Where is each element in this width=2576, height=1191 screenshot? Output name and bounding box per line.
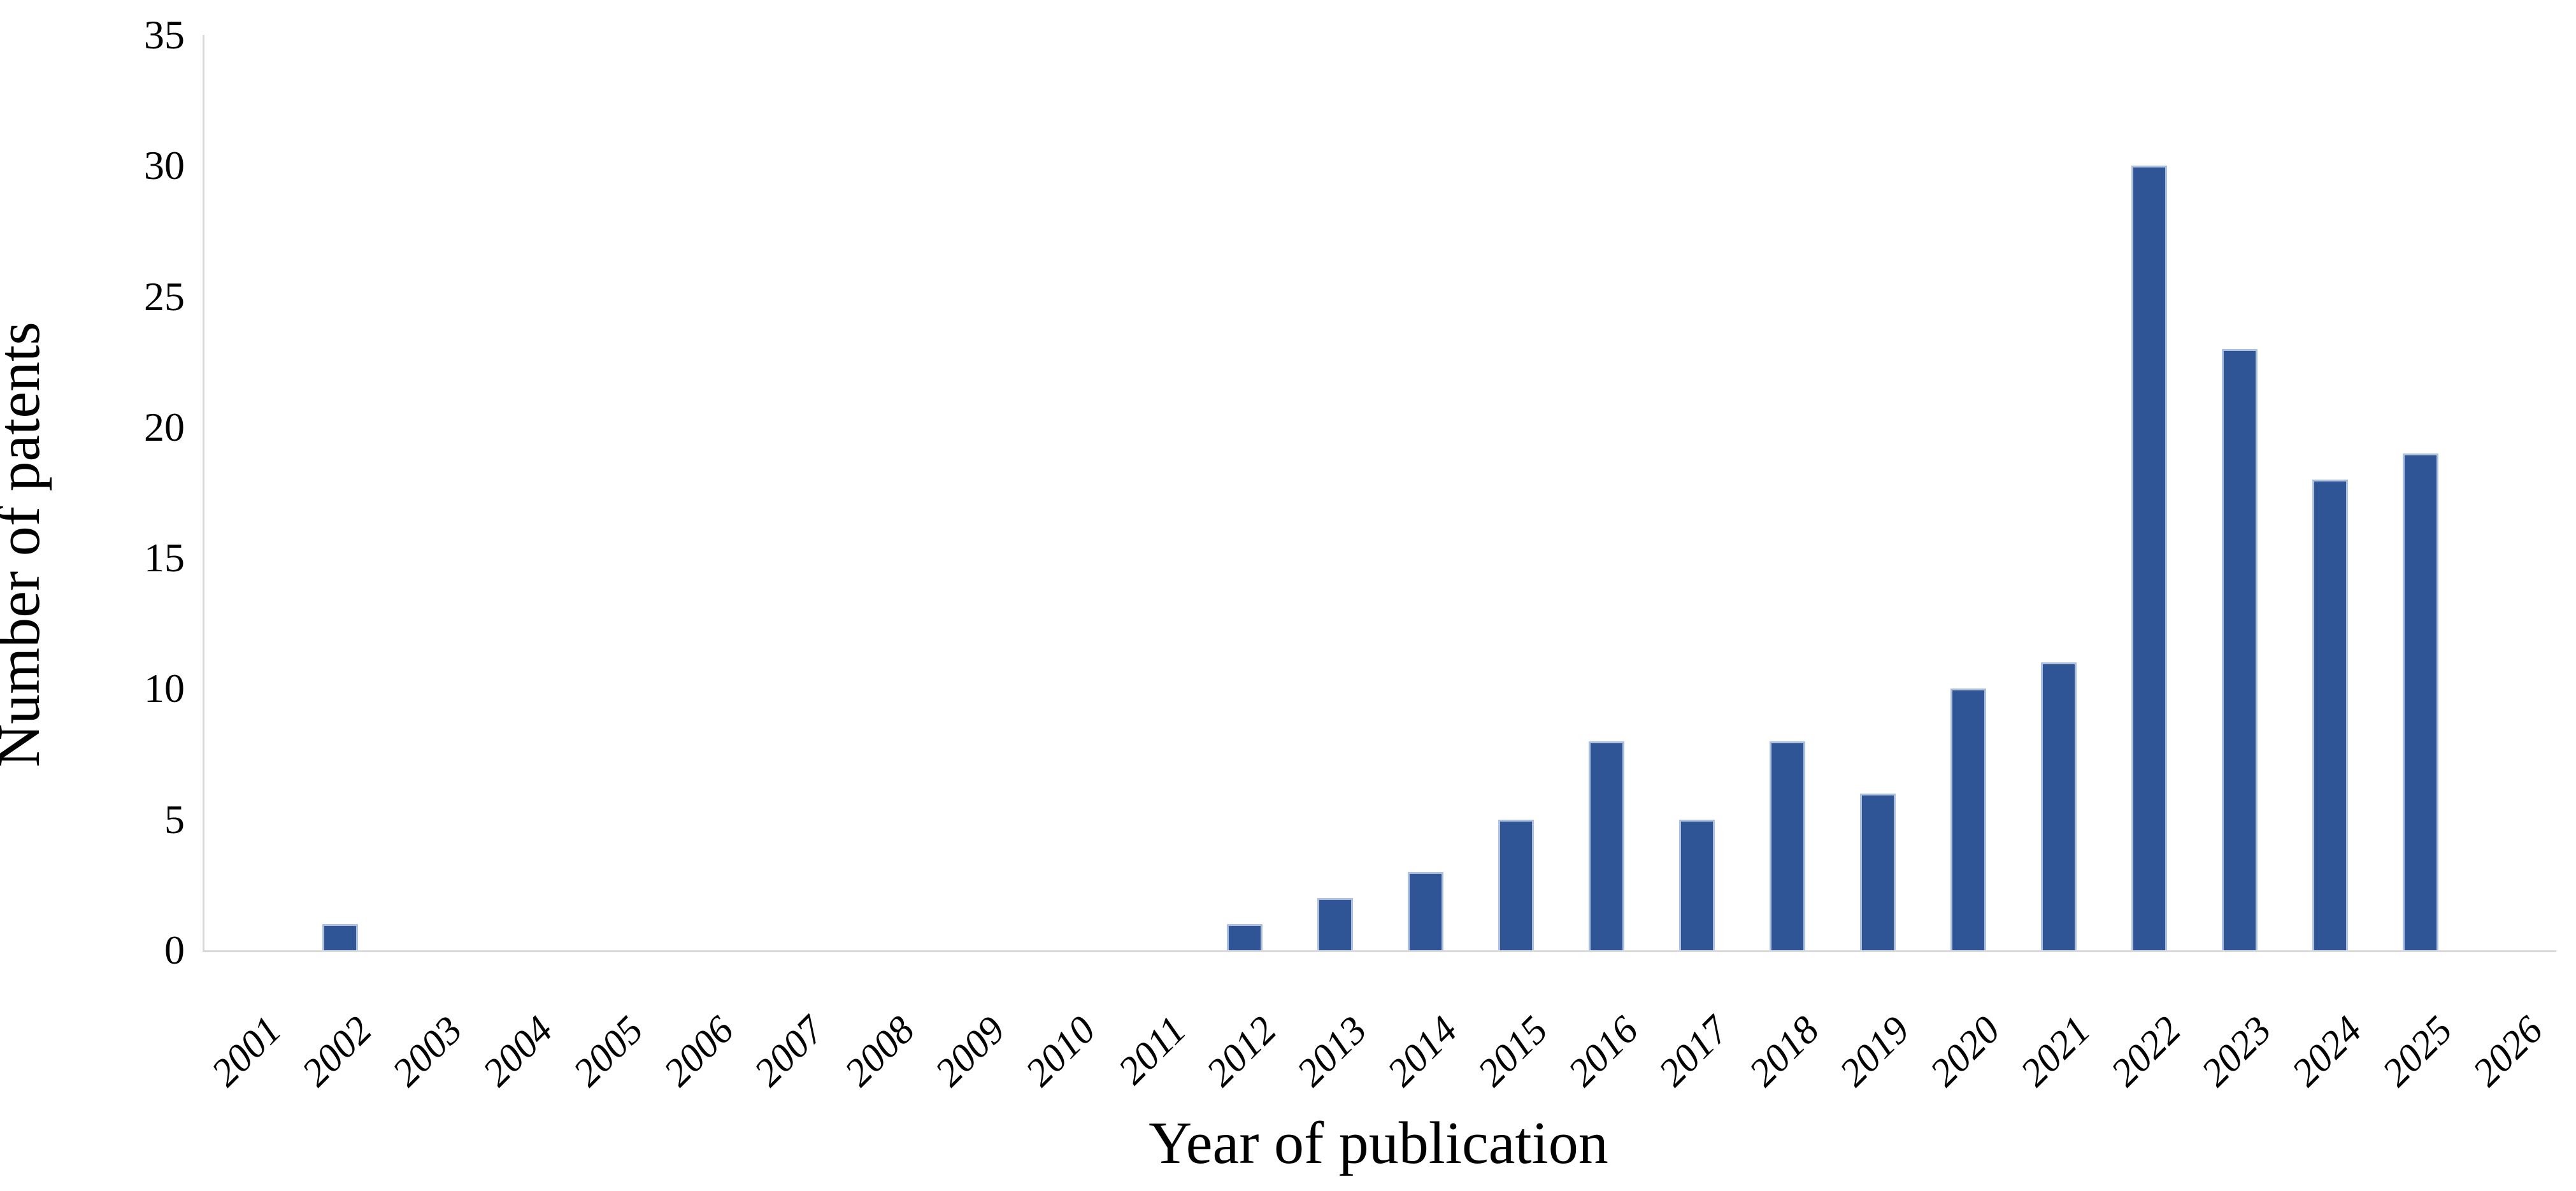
category-slot-2018 bbox=[1742, 35, 1833, 950]
y-tick-label-35: 35 bbox=[144, 12, 185, 57]
y-tick-label-5: 5 bbox=[164, 796, 185, 842]
category-slot-2015 bbox=[1471, 35, 1561, 950]
y-tick-label-15: 15 bbox=[144, 535, 185, 581]
category-slot-2016 bbox=[1561, 35, 1652, 950]
category-slot-2025 bbox=[2375, 35, 2466, 950]
x-tick-label-2013: 2013 bbox=[1289, 1008, 1375, 1095]
category-slot-2007 bbox=[747, 35, 838, 950]
y-tick-label-0: 0 bbox=[164, 927, 185, 973]
x-axis-title: Year of publication bbox=[1148, 1110, 1608, 1176]
bar-2022 bbox=[2131, 166, 2168, 950]
category-slot-2009 bbox=[928, 35, 1019, 950]
y-tick-label-20: 20 bbox=[144, 404, 185, 450]
x-tick-label-2011: 2011 bbox=[1110, 1008, 1194, 1093]
y-tick-label-10: 10 bbox=[144, 666, 185, 711]
x-tick-label-2023: 2023 bbox=[2193, 1008, 2280, 1095]
x-tick-label-2006: 2006 bbox=[655, 1008, 742, 1095]
bar-2017 bbox=[1678, 819, 1715, 950]
bar-2018 bbox=[1769, 741, 1806, 950]
category-slot-2022 bbox=[2104, 35, 2194, 950]
y-tick-label-30: 30 bbox=[144, 143, 185, 189]
x-tick-label-2009: 2009 bbox=[927, 1008, 1013, 1095]
category-slot-2005 bbox=[566, 35, 657, 950]
x-tick-label-2019: 2019 bbox=[1831, 1008, 1918, 1095]
x-tick-label-2015: 2015 bbox=[1470, 1008, 1556, 1095]
plot-area bbox=[203, 35, 2556, 952]
category-slot-2020 bbox=[1923, 35, 2014, 950]
x-tick-label-2004: 2004 bbox=[475, 1008, 561, 1095]
category-slot-2017 bbox=[1652, 35, 1742, 950]
category-slot-2008 bbox=[838, 35, 928, 950]
x-tick-label-2026: 2026 bbox=[2465, 1008, 2551, 1095]
bar-2025 bbox=[2402, 453, 2439, 950]
bar-2012 bbox=[1226, 924, 1263, 950]
x-tick-label-2020: 2020 bbox=[1922, 1008, 2008, 1095]
y-tick-label-25: 25 bbox=[144, 273, 185, 319]
x-tick-label-2005: 2005 bbox=[565, 1008, 652, 1095]
x-tick-label-2024: 2024 bbox=[2284, 1008, 2370, 1095]
x-tick-label-2018: 2018 bbox=[1741, 1008, 1828, 1095]
x-tick-label-2016: 2016 bbox=[1560, 1008, 1647, 1095]
category-slot-2013 bbox=[1290, 35, 1380, 950]
category-slot-2006 bbox=[657, 35, 747, 950]
category-slot-2011 bbox=[1109, 35, 1199, 950]
x-tick-label-2003: 2003 bbox=[384, 1008, 471, 1095]
bar-2020 bbox=[1950, 688, 1987, 950]
category-slot-2001 bbox=[204, 35, 295, 950]
category-slot-2004 bbox=[476, 35, 566, 950]
bar-2023 bbox=[2221, 348, 2258, 950]
category-slot-2014 bbox=[1380, 35, 1471, 950]
bar-2016 bbox=[1588, 741, 1625, 950]
category-slot-2026 bbox=[2466, 35, 2556, 950]
bar-2024 bbox=[2312, 479, 2349, 950]
bar-2002 bbox=[322, 924, 359, 950]
x-tick-label-2014: 2014 bbox=[1379, 1008, 1466, 1095]
bar-2019 bbox=[1859, 793, 1896, 950]
x-tick-label-2012: 2012 bbox=[1198, 1008, 1285, 1095]
bar-2013 bbox=[1317, 897, 1354, 950]
bar-2015 bbox=[1498, 819, 1535, 950]
x-tick-label-2007: 2007 bbox=[746, 1008, 833, 1095]
x-tick-label-2022: 2022 bbox=[2103, 1008, 2189, 1095]
bar-series bbox=[204, 35, 2556, 950]
x-tick-label-2025: 2025 bbox=[2374, 1008, 2461, 1095]
category-slot-2002 bbox=[295, 35, 385, 950]
category-slot-2023 bbox=[2194, 35, 2285, 950]
x-tick-label-2008: 2008 bbox=[836, 1008, 923, 1095]
category-slot-2010 bbox=[1019, 35, 1109, 950]
category-slot-2019 bbox=[1833, 35, 1923, 950]
bar-2014 bbox=[1407, 871, 1444, 950]
x-tick-label-2002: 2002 bbox=[294, 1008, 380, 1095]
category-slot-2021 bbox=[2014, 35, 2104, 950]
bar-2021 bbox=[2040, 662, 2077, 950]
category-slot-2012 bbox=[1199, 35, 1290, 950]
x-tick-label-2017: 2017 bbox=[1650, 1008, 1737, 1095]
x-tick-label-2001: 2001 bbox=[203, 1008, 290, 1095]
x-tick-label-2021: 2021 bbox=[2012, 1008, 2099, 1095]
y-axis-tick-labels: 0 5 10 15 20 25 30 35 bbox=[0, 15, 185, 971]
category-slot-2024 bbox=[2285, 35, 2375, 950]
category-slot-2003 bbox=[385, 35, 476, 950]
x-tick-label-2010: 2010 bbox=[1017, 1008, 1104, 1095]
